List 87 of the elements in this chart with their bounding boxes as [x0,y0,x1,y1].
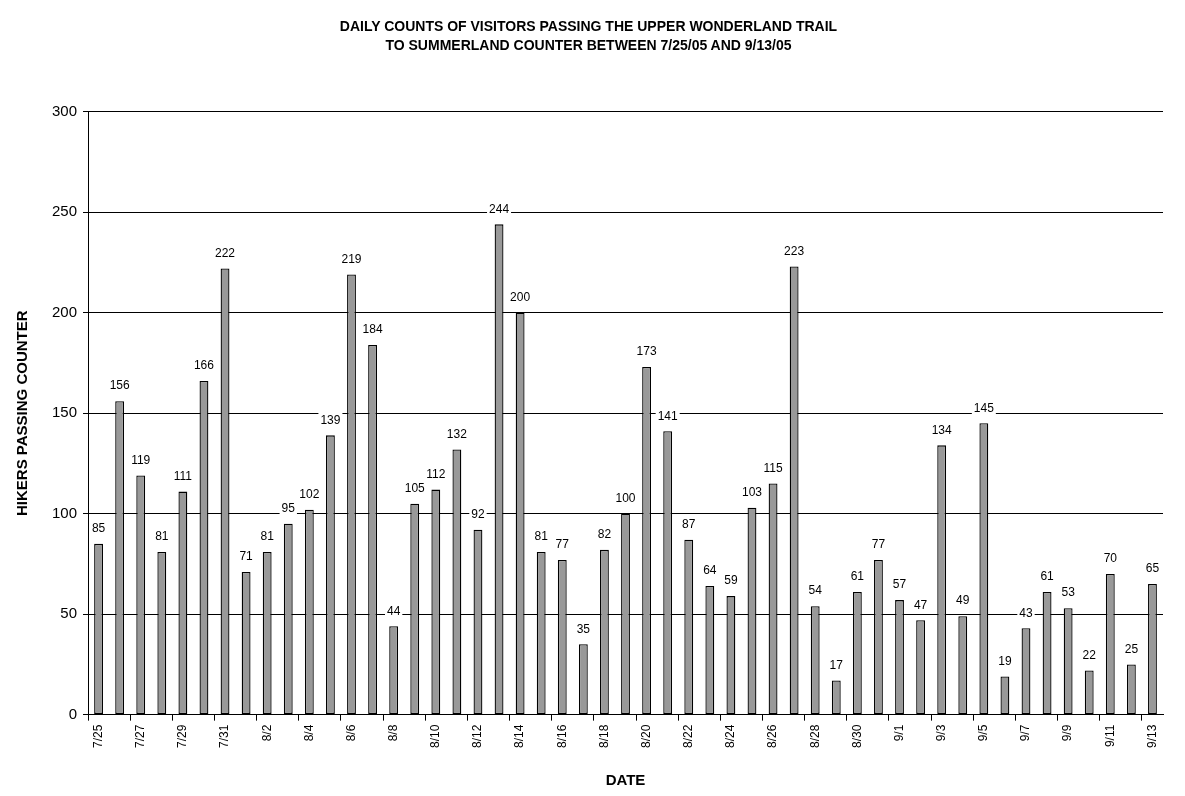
x-tick-label: 8/24 [723,724,738,748]
data-label: 85 [91,521,106,536]
x-tick-label: 9/3 [933,724,948,742]
x-tick-label: 8/14 [512,724,527,748]
data-label: 115 [763,460,783,475]
x-tick-label: 9/5 [976,724,991,742]
data-label: 132 [446,426,468,441]
data-label: 61 [1040,569,1055,584]
data-label: 77 [555,537,570,552]
data-label: 223 [784,243,805,258]
data-label: 95 [281,501,296,516]
data-label: 57 [892,577,907,592]
x-axis-title: DATE [605,771,646,789]
data-label: 92 [471,507,485,522]
x-tick-label: 8/12 [470,724,485,748]
data-label: 82 [597,527,612,542]
data-label: 139 [320,412,341,427]
x-tick-label: 8/10 [428,724,443,748]
data-label: 25 [1124,641,1139,656]
data-label: 77 [871,537,886,552]
data-label: 54 [808,583,823,598]
data-label: 102 [299,486,320,501]
data-label: 47 [913,597,928,612]
data-label: 244 [489,201,510,216]
x-tick-label: 9/7 [1018,724,1033,742]
x-tick-label: 8/2 [259,724,274,742]
x-tick-label: 7/31 [217,724,232,748]
y-tick-label: 0 [68,704,78,722]
data-label: 71 [239,549,254,564]
data-label: 219 [341,251,362,266]
data-label: 61 [850,569,865,584]
x-tick-label: 8/4 [301,724,316,742]
y-axis-title: HIKERS PASSING COUNTER [13,310,31,517]
data-label: 222 [215,245,236,260]
x-tick-label: 7/27 [133,724,148,748]
data-label: 141 [657,408,678,423]
data-label: 70 [1103,551,1118,566]
y-tick-label: 200 [52,302,78,320]
data-label: 111 [173,468,193,483]
x-tick-label: 7/29 [175,724,190,748]
y-tick-label: 50 [60,604,78,622]
x-tick-label: 9/1 [891,724,906,742]
x-tick-label: 7/25 [90,724,105,748]
data-label: 19 [998,653,1012,668]
data-label: 81 [260,529,275,544]
chart-title: DAILY COUNTS OF VISITORS PASSING THE UPPER WONDERLAND TRAIL TO SUMMERLAND COUNTER BETWEEN 7/25/05 AND 9/13/05 [339,18,838,54]
data-label: 119 [131,452,151,467]
data-label: 156 [109,378,130,393]
data-label: 81 [534,529,549,544]
x-tick-label: 8/8 [385,724,400,742]
x-tick-label: 8/6 [343,724,358,742]
data-label: 105 [404,480,426,495]
x-tick-label: 8/16 [554,724,569,748]
data-label: 64 [703,563,717,578]
y-tick-label: 300 [52,101,78,119]
data-label: 145 [973,400,995,415]
data-label: 134 [931,422,953,437]
data-label: 22 [1082,647,1097,662]
x-tick-label: 9/13 [1144,724,1159,748]
x-tick-label: 8/26 [765,724,780,748]
x-tick-label: 8/20 [638,724,653,748]
data-label: 173 [636,344,657,359]
data-label: 44 [386,603,401,618]
data-label: 53 [1061,585,1076,600]
data-label: 184 [362,322,383,337]
data-label: 81 [155,529,169,544]
x-tick-label: 8/28 [807,724,822,748]
data-label: 100 [615,491,636,506]
data-label: 35 [576,621,591,636]
data-label: 17 [829,657,844,672]
x-tick-label: 8/30 [849,724,864,748]
data-label: 87 [682,517,696,532]
data-label: 59 [724,573,738,588]
x-tick-label: 9/11 [1102,724,1117,748]
data-label: 49 [956,593,970,608]
data-label: 166 [193,358,215,373]
data-label: 200 [510,290,531,305]
y-tick-label: 250 [52,202,78,220]
x-tick-label: 9/9 [1060,724,1075,742]
y-tick-label: 100 [52,503,78,521]
x-tick-label: 8/18 [596,724,611,748]
data-label: 43 [1019,605,1033,620]
data-label: 112 [426,466,446,481]
x-tick-label: 8/22 [681,724,696,748]
data-label: 65 [1145,561,1160,576]
data-label: 103 [741,484,763,499]
y-tick-label: 150 [52,403,78,421]
